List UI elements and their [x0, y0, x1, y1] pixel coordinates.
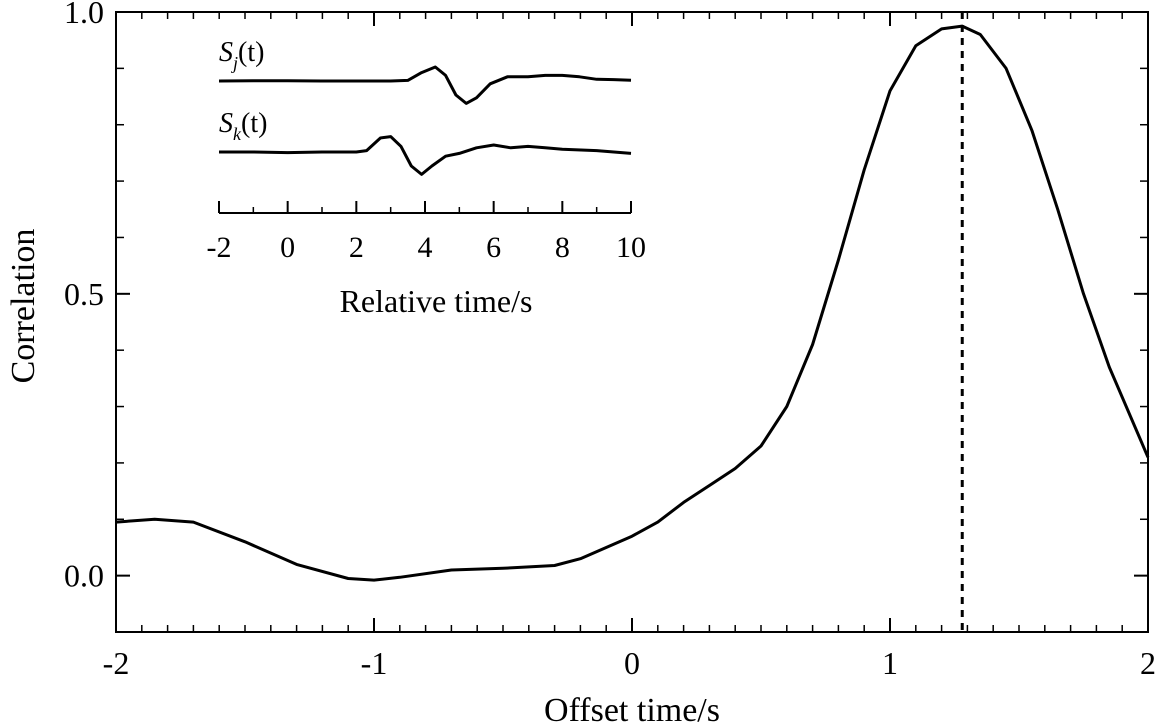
y-tick-label: 1.0 — [64, 0, 104, 30]
inset-series: Sj(t)Sk(t) — [218, 37, 632, 176]
main-axis-ticks — [115, 11, 1149, 633]
correlation-line — [115, 24, 1150, 582]
inset-tick-label: 10 — [616, 231, 646, 264]
inset-series-label: Sj(t) — [219, 37, 264, 73]
main-tick-labels: -2 -1 0 1 2 0.0 0.5 1.0 — [64, 0, 1155, 681]
inset-series-line — [219, 135, 632, 176]
inset-tick-label: 0 — [280, 231, 295, 264]
inset-tick-label: 6 — [486, 231, 501, 264]
y-tick-label: 0.5 — [64, 276, 104, 312]
inset-series-label: Sk(t) — [219, 108, 267, 144]
x-tick-label: 2 — [1140, 645, 1155, 681]
inset-tick-label: 4 — [418, 231, 433, 264]
inset-axis: -2 0 2 4 6 8 10 — [207, 201, 646, 264]
series-label-main: S — [219, 108, 233, 139]
x-tick-label: 0 — [624, 645, 640, 681]
inset-series-line — [218, 65, 632, 105]
inset-tick-label: -2 — [207, 231, 232, 264]
series-label-sub: j — [231, 53, 238, 73]
inset-tick-label: 8 — [555, 231, 570, 264]
series-label-arg: (t) — [241, 108, 267, 139]
inset-tick-label: 2 — [349, 231, 364, 264]
y-tick-label: 0.0 — [64, 558, 104, 594]
x-tick-label: 1 — [882, 645, 898, 681]
inset-x-axis-label: Relative time/s — [340, 283, 533, 319]
series-label-sub: k — [233, 124, 242, 144]
x-tick-label: -2 — [103, 645, 130, 681]
inset-chart: -2 0 2 4 6 8 10 Sj(t)Sk(t) Relative time/s — [207, 37, 647, 319]
series-label-arg: (t) — [238, 37, 264, 68]
y-axis-label: Correlation — [5, 229, 42, 384]
series-label-main: S — [219, 37, 233, 68]
x-tick-label: -1 — [361, 645, 388, 681]
x-axis-label: Offset time/s — [544, 692, 720, 722]
plot-area — [115, 11, 1149, 633]
